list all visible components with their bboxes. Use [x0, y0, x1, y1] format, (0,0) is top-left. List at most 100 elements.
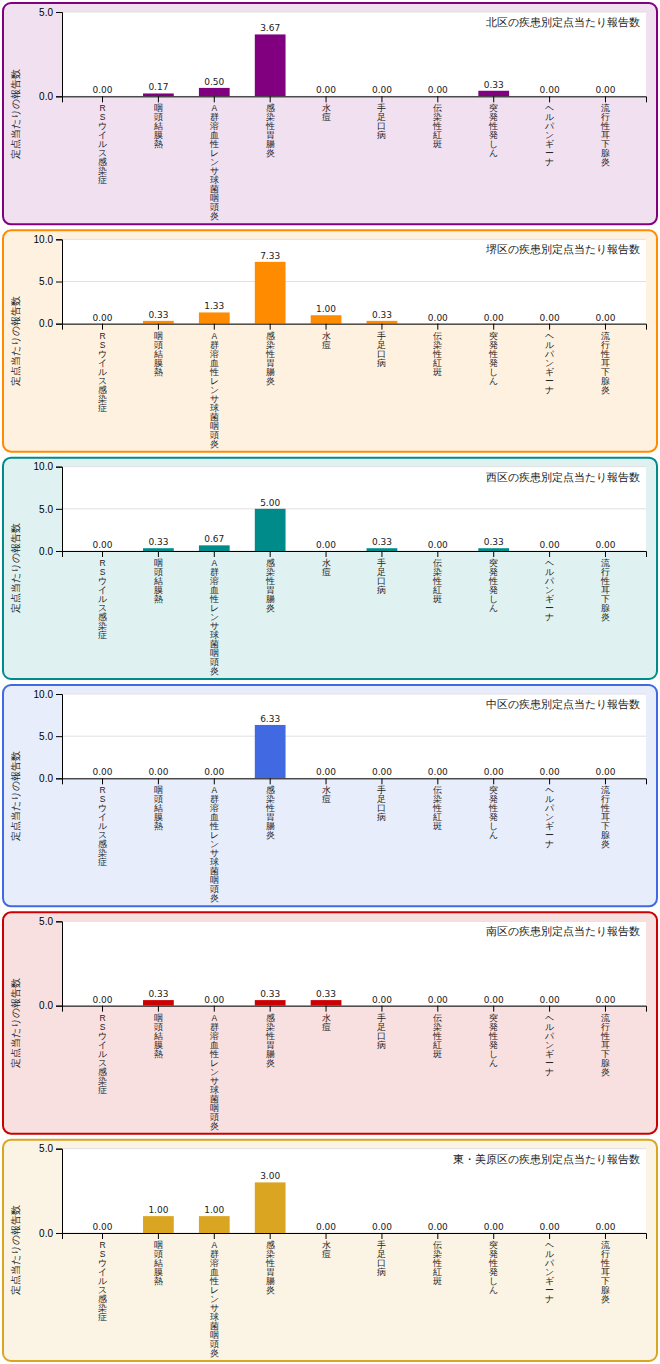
x-axis: RSウイルス感染症咽頭結膜熱A群溶血性レンサ球菌咽頭炎感染性胃腸炎水痘手足口病伝…	[63, 1233, 647, 1358]
panel-background	[3, 912, 657, 1133]
x-tick-label: 水痘	[322, 558, 331, 577]
x-tick-label: 伝染性紅斑	[432, 1240, 442, 1286]
x-tick: A群溶血性レンサ球菌咽頭炎	[209, 1233, 219, 1358]
x-tick-label: RSウイルス感染症	[98, 785, 107, 867]
data-label: 0.33	[148, 537, 168, 547]
bar	[255, 262, 286, 324]
data-label: 0.00	[540, 1222, 560, 1232]
bar	[478, 1005, 509, 1006]
bar	[87, 96, 118, 97]
x-tick: 流行性耳下腺炎	[600, 324, 610, 395]
data-label: 0.33	[372, 310, 392, 320]
x-tick: 突発性発しん	[488, 1233, 498, 1295]
x-tick: 突発性発しん	[488, 96, 498, 158]
bars	[143, 262, 397, 324]
x-tick-label: 感染性胃腸炎	[265, 1013, 275, 1068]
data-label: 0.50	[204, 77, 224, 87]
plot-background	[62, 921, 646, 1005]
y-tick: 5.0	[39, 731, 62, 742]
bar	[590, 551, 621, 552]
x-tick-mark	[214, 1006, 215, 1012]
x-tick: ヘルパンギーナ	[544, 96, 555, 167]
y-tick: 5.0	[39, 7, 62, 18]
x-tick: 伝染性紅斑	[432, 1233, 442, 1286]
y-tick-mark	[56, 1149, 62, 1150]
bar	[534, 551, 565, 552]
x-tick: A群溶血性レンサ球菌咽頭炎	[209, 1006, 219, 1131]
bar	[367, 1233, 398, 1234]
plot-background	[62, 12, 646, 96]
x-tick-label: 流行性耳下腺炎	[600, 558, 610, 622]
bar	[255, 725, 286, 778]
data-label: 0.00	[484, 1222, 504, 1232]
x-tick-label: ヘルパンギーナ	[544, 331, 555, 395]
y-tick-label: 10.0	[34, 689, 54, 700]
x-tick-mark	[214, 324, 215, 330]
x-tick-label: 手足口病	[377, 785, 386, 822]
x-tick-mark	[381, 1233, 382, 1239]
x-tick: ヘルパンギーナ	[544, 551, 555, 622]
x-tick-mark	[102, 1233, 103, 1239]
bar	[143, 778, 174, 779]
x-tick-mark	[102, 324, 103, 330]
x-tick-mark	[214, 551, 215, 557]
x-tick-mark	[214, 1233, 215, 1239]
x-tick-label: RSウイルス感染症	[98, 1240, 107, 1322]
data-label: 0.00	[428, 1222, 448, 1232]
y-tick-label: 5.0	[39, 1143, 53, 1154]
data-label: 0.00	[540, 313, 560, 323]
bar	[534, 1233, 565, 1234]
x-tick-label: 伝染性紅斑	[432, 785, 442, 831]
x-tick-mark	[493, 778, 494, 784]
x-tick-label: A群溶血性レンサ球菌咽頭炎	[209, 1240, 219, 1358]
x-tick-label: ヘルパンギーナ	[544, 1240, 555, 1304]
y-tick-mark	[56, 778, 62, 779]
y-tick: 5.0	[39, 504, 62, 515]
x-tick-mark	[270, 778, 271, 784]
data-label: 0.00	[428, 995, 448, 1005]
x-tick: 感染性胃腸炎	[265, 1233, 275, 1295]
x-tick: RSウイルス感染症	[98, 778, 107, 867]
y-axis: 0.05.0	[39, 1143, 62, 1238]
x-tick-label: 水痘	[322, 1240, 331, 1259]
x-tick-mark	[549, 1233, 550, 1239]
grid	[62, 12, 646, 96]
y-tick: 0.0	[39, 773, 62, 784]
data-label: 0.00	[595, 313, 615, 323]
x-tick-label: 手足口病	[377, 1240, 386, 1277]
x-tick-mark	[326, 324, 327, 330]
y-axis-line	[56, 695, 63, 779]
bar	[590, 1233, 621, 1234]
bar	[534, 96, 565, 97]
bar	[534, 778, 565, 779]
data-labels: 0.000.330.000.330.330.000.000.000.000.00	[92, 989, 615, 1005]
data-label: 0.00	[316, 767, 336, 777]
x-tick-label: A群溶血性レンサ球菌咽頭炎	[209, 558, 219, 676]
x-tick: 感染性胃腸炎	[265, 778, 275, 840]
data-labels: 0.000.331.337.331.000.330.000.000.000.00	[92, 251, 615, 323]
bar	[87, 323, 118, 324]
data-labels: 0.000.330.675.000.000.330.000.330.000.00	[92, 498, 615, 550]
x-tick-mark	[270, 1233, 271, 1239]
x-tick-label: 咽頭結膜熱	[153, 1013, 163, 1059]
x-tick-mark	[381, 778, 382, 784]
bar	[478, 548, 509, 551]
y-tick-label: 5.0	[39, 916, 53, 927]
y-tick-mark	[56, 239, 62, 240]
x-tick-label: 感染性胃腸炎	[265, 558, 275, 613]
x-tick-label: 感染性胃腸炎	[265, 785, 275, 840]
data-label: 0.00	[316, 85, 336, 95]
x-tick-mark	[158, 1233, 159, 1239]
x-tick: 伝染性紅斑	[432, 96, 442, 149]
y-axis-line	[56, 13, 63, 97]
x-tick-mark	[158, 551, 159, 557]
y-tick-label: 5.0	[39, 731, 53, 742]
x-tick-mark	[326, 1233, 327, 1239]
bar	[422, 96, 453, 97]
data-label: 0.00	[540, 995, 560, 1005]
x-tick: 咽頭結膜熱	[153, 1006, 163, 1059]
bar	[478, 778, 509, 779]
panel: 0.000.170.503.670.000.000.000.330.000.00…	[3, 3, 657, 224]
x-tick-label: 水痘	[322, 331, 331, 350]
data-label: 0.00	[484, 767, 504, 777]
